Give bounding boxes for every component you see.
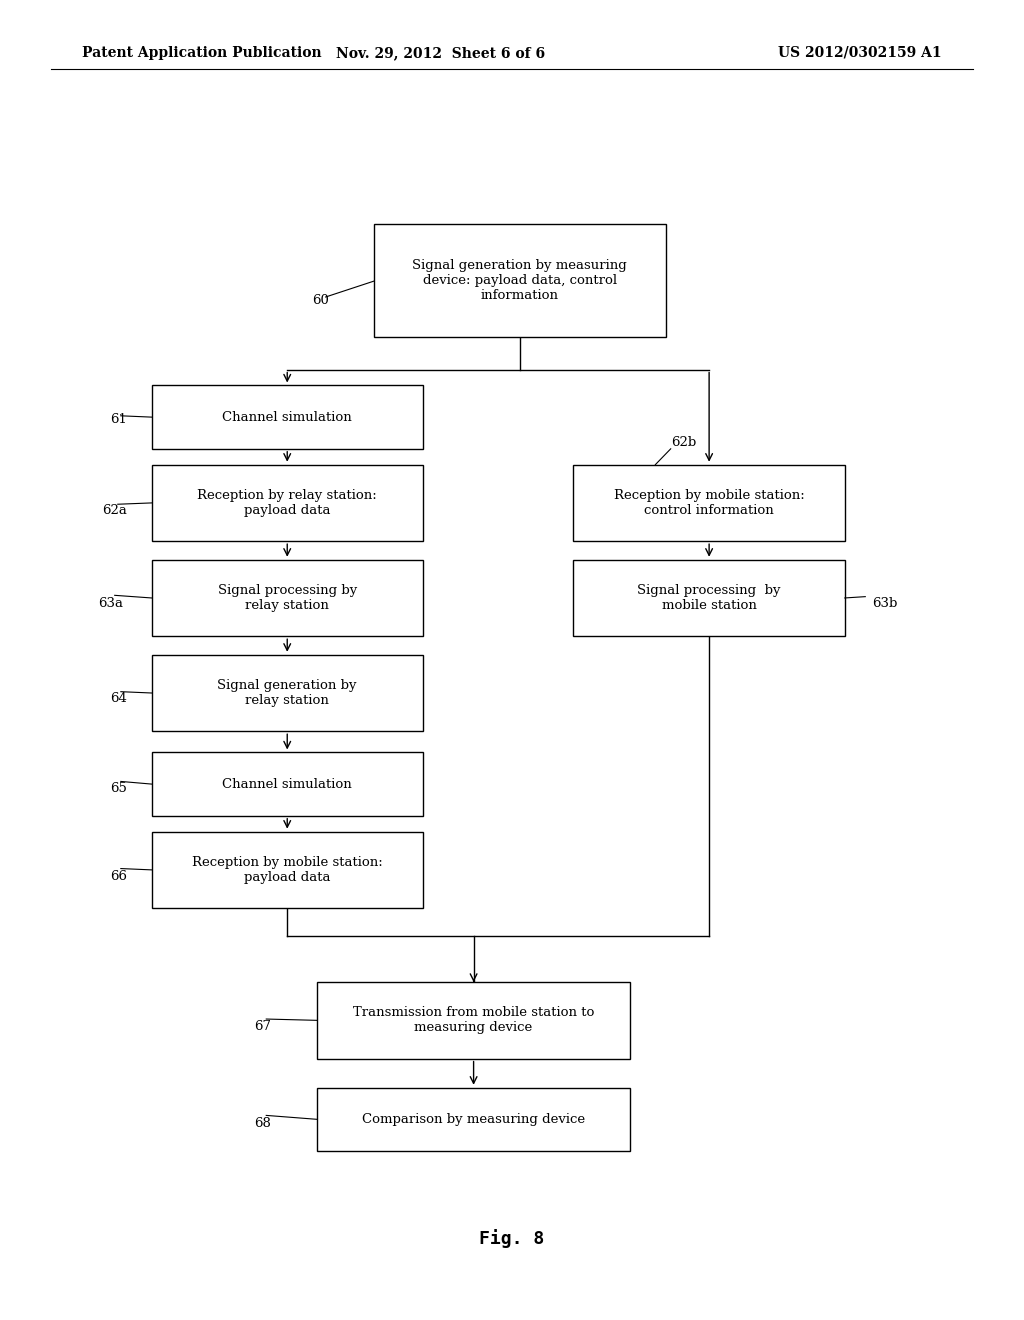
Text: Comparison by measuring device: Comparison by measuring device <box>362 1113 585 1126</box>
Bar <box>317 982 630 1059</box>
Bar <box>152 832 423 908</box>
Text: 63a: 63a <box>98 597 123 610</box>
Text: 68: 68 <box>254 1117 270 1130</box>
Text: US 2012/0302159 A1: US 2012/0302159 A1 <box>778 46 942 59</box>
Text: Transmission from mobile station to
measuring device: Transmission from mobile station to meas… <box>353 1006 594 1035</box>
Text: Patent Application Publication: Patent Application Publication <box>82 46 322 59</box>
Bar <box>152 385 423 449</box>
Text: 64: 64 <box>111 692 127 705</box>
Text: Signal generation by measuring
device: payload data, control
information: Signal generation by measuring device: p… <box>413 259 627 302</box>
Bar <box>317 1088 630 1151</box>
Text: Signal processing by
relay station: Signal processing by relay station <box>218 583 356 612</box>
Text: 65: 65 <box>111 781 127 795</box>
Text: 63b: 63b <box>872 597 898 610</box>
Bar <box>152 465 423 541</box>
Text: Reception by relay station:
payload data: Reception by relay station: payload data <box>198 488 377 517</box>
Text: Signal processing  by
mobile station: Signal processing by mobile station <box>637 583 781 612</box>
Text: 62a: 62a <box>102 504 127 517</box>
Text: Channel simulation: Channel simulation <box>222 777 352 791</box>
Text: 66: 66 <box>111 870 128 883</box>
Text: Reception by mobile station:
payload data: Reception by mobile station: payload dat… <box>191 855 383 884</box>
Bar <box>573 560 845 636</box>
Bar <box>152 560 423 636</box>
Bar <box>152 752 423 816</box>
Bar <box>573 465 845 541</box>
Text: Nov. 29, 2012  Sheet 6 of 6: Nov. 29, 2012 Sheet 6 of 6 <box>336 46 545 59</box>
Text: 62b: 62b <box>671 436 696 449</box>
Text: 60: 60 <box>312 294 329 308</box>
Text: 61: 61 <box>111 413 127 426</box>
Bar <box>152 655 423 731</box>
Text: Signal generation by
relay station: Signal generation by relay station <box>217 678 357 708</box>
Bar <box>374 224 666 337</box>
Text: Fig. 8: Fig. 8 <box>479 1229 545 1247</box>
Text: Reception by mobile station:
control information: Reception by mobile station: control inf… <box>613 488 805 517</box>
Text: Channel simulation: Channel simulation <box>222 411 352 424</box>
Text: 67: 67 <box>254 1020 271 1034</box>
